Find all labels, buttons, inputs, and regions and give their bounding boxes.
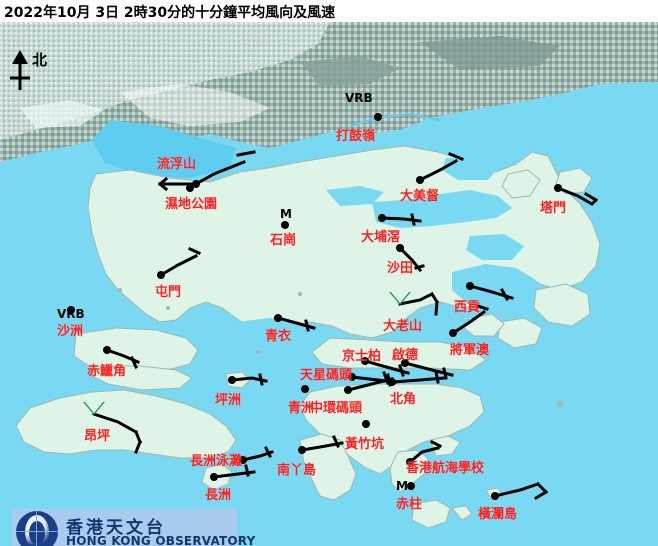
station-dot-icon: [397, 245, 403, 251]
station-dot-icon: [229, 377, 235, 383]
station-dot-icon: [362, 358, 368, 364]
hko-logo: 香港天文台 HONG KONG OBSERVATORY: [12, 509, 255, 546]
station-label: 南丫島: [277, 463, 317, 478]
station-label: 坪洲: [215, 393, 242, 408]
variable-wind-indicator: VRB: [345, 91, 373, 105]
station-label: 塔門: [540, 201, 567, 216]
station-dot-icon: [158, 272, 164, 278]
station-dot-icon: [492, 493, 498, 499]
station-dot-icon: [211, 474, 217, 480]
north-arrow: 北: [6, 48, 66, 94]
calm-indicator: M: [396, 479, 408, 493]
station-dot-icon: [302, 386, 308, 392]
wind-barbs-layer: [92, 150, 599, 501]
wind-barb: [363, 359, 410, 377]
station-label: 長洲泳灘: [190, 454, 243, 469]
station-label: 沙田: [387, 261, 414, 276]
station-dot-icon: [345, 387, 351, 393]
station-label: 橫瀾島: [478, 507, 518, 522]
station-dot-icon: [450, 330, 456, 336]
station-label: 中環碼頭: [310, 401, 363, 416]
wind-barb: [276, 316, 316, 332]
station-label: 打鼓嶺: [336, 129, 376, 144]
calm-indicator: M: [280, 207, 292, 221]
title-bar: 2022年10月 3日 2時30分的十分鐘平均風向及風速: [0, 0, 658, 22]
map-geography: [0, 22, 658, 546]
station-dot-icon: [349, 374, 355, 380]
north-arrow-label: 北: [32, 51, 48, 69]
wind-barb: [380, 213, 422, 226]
wind-barb: [157, 150, 256, 192]
wind-barb: [417, 152, 464, 183]
wind-barb: [230, 373, 268, 386]
station-dot-icon: [363, 421, 369, 427]
station-label: 大老山: [383, 319, 423, 334]
wind-barb: [346, 371, 394, 392]
wind-barb: [397, 245, 425, 273]
station-label: 青洲: [288, 401, 315, 416]
wind-barb: [468, 284, 514, 302]
station-dot-icon: [275, 315, 281, 321]
station-label: 長洲: [205, 488, 232, 503]
wind-barb: [241, 445, 274, 462]
station-label: 屯門: [155, 285, 182, 300]
station-label: 赤柱: [396, 497, 423, 512]
page-title: 2022年10月 3日 2時30分的十分鐘平均風向及風速: [4, 5, 336, 21]
wind-barb: [105, 348, 140, 369]
map-canvas[interactable]: 打鼓嶺 VRB 流浮山濕地公園石崗 M 大美督塔門大埔滘沙田屯門沙洲 VRB 赤鱲角 大老山 西…: [0, 22, 658, 546]
station-label: 大埔滘: [361, 230, 401, 245]
station-dot-icon: [68, 307, 74, 313]
station-label: 大美督: [400, 189, 440, 204]
wind-barb: [493, 481, 549, 501]
station-dot-icon: [408, 483, 414, 489]
peak-station-triangle-icon: [83, 402, 105, 415]
variable-wind-indicator: VRB: [57, 307, 85, 321]
wind-barb: [300, 435, 344, 452]
station-dot-icon: [467, 283, 473, 289]
station-label: 黃竹坑: [345, 437, 385, 452]
station-dot-icon: [407, 459, 413, 465]
hko-logo-english: HONG KONG OBSERVATORY: [66, 534, 256, 546]
station-dot-icon: [555, 185, 561, 191]
station-dot-icon: [375, 114, 381, 120]
station-label: 將軍澳: [450, 343, 490, 358]
station-label: 流浮山: [157, 157, 197, 172]
station-label: 昂坪: [84, 429, 111, 444]
wind-barb: [212, 464, 256, 479]
station-dot-icon: [299, 447, 305, 453]
wind-barb: [556, 186, 599, 206]
wind-barb: [158, 247, 201, 278]
station-label: 西貢: [454, 300, 481, 315]
station-label: 啟德: [392, 348, 419, 363]
station-label: 青衣: [265, 329, 292, 344]
station-label: 天星碼頭: [300, 368, 353, 383]
hko-logo-chinese: 香港天文台: [66, 518, 166, 538]
wind-barb: [390, 370, 446, 384]
station-label: 京士柏: [342, 349, 382, 364]
station-label: 沙洲: [57, 324, 84, 339]
hko-logo-mark: [16, 511, 58, 546]
station-label: 石崗: [270, 233, 297, 248]
station-label: 香港航海學校: [406, 461, 485, 476]
peak-station-triangle-icon: [389, 292, 411, 305]
station-label: 北角: [390, 392, 417, 407]
station-dot-icon: [402, 360, 408, 366]
station-dot-icon: [104, 347, 110, 353]
station-dot-icon: [379, 215, 385, 221]
wind-barb: [92, 412, 142, 454]
wind-barb: [403, 361, 454, 380]
station-dot-icon: [187, 185, 193, 191]
station-dot-icon: [193, 181, 199, 187]
station-dot-icon: [417, 177, 423, 183]
station-label: 赤鱲角: [87, 364, 127, 379]
wind-barb: [407, 439, 443, 465]
station-dot-icon: [240, 457, 246, 463]
station-dot-icon: [282, 222, 288, 228]
station-label: 濕地公園: [165, 197, 218, 212]
station-dot-icon: [389, 379, 395, 385]
wind-barb: [450, 304, 489, 336]
